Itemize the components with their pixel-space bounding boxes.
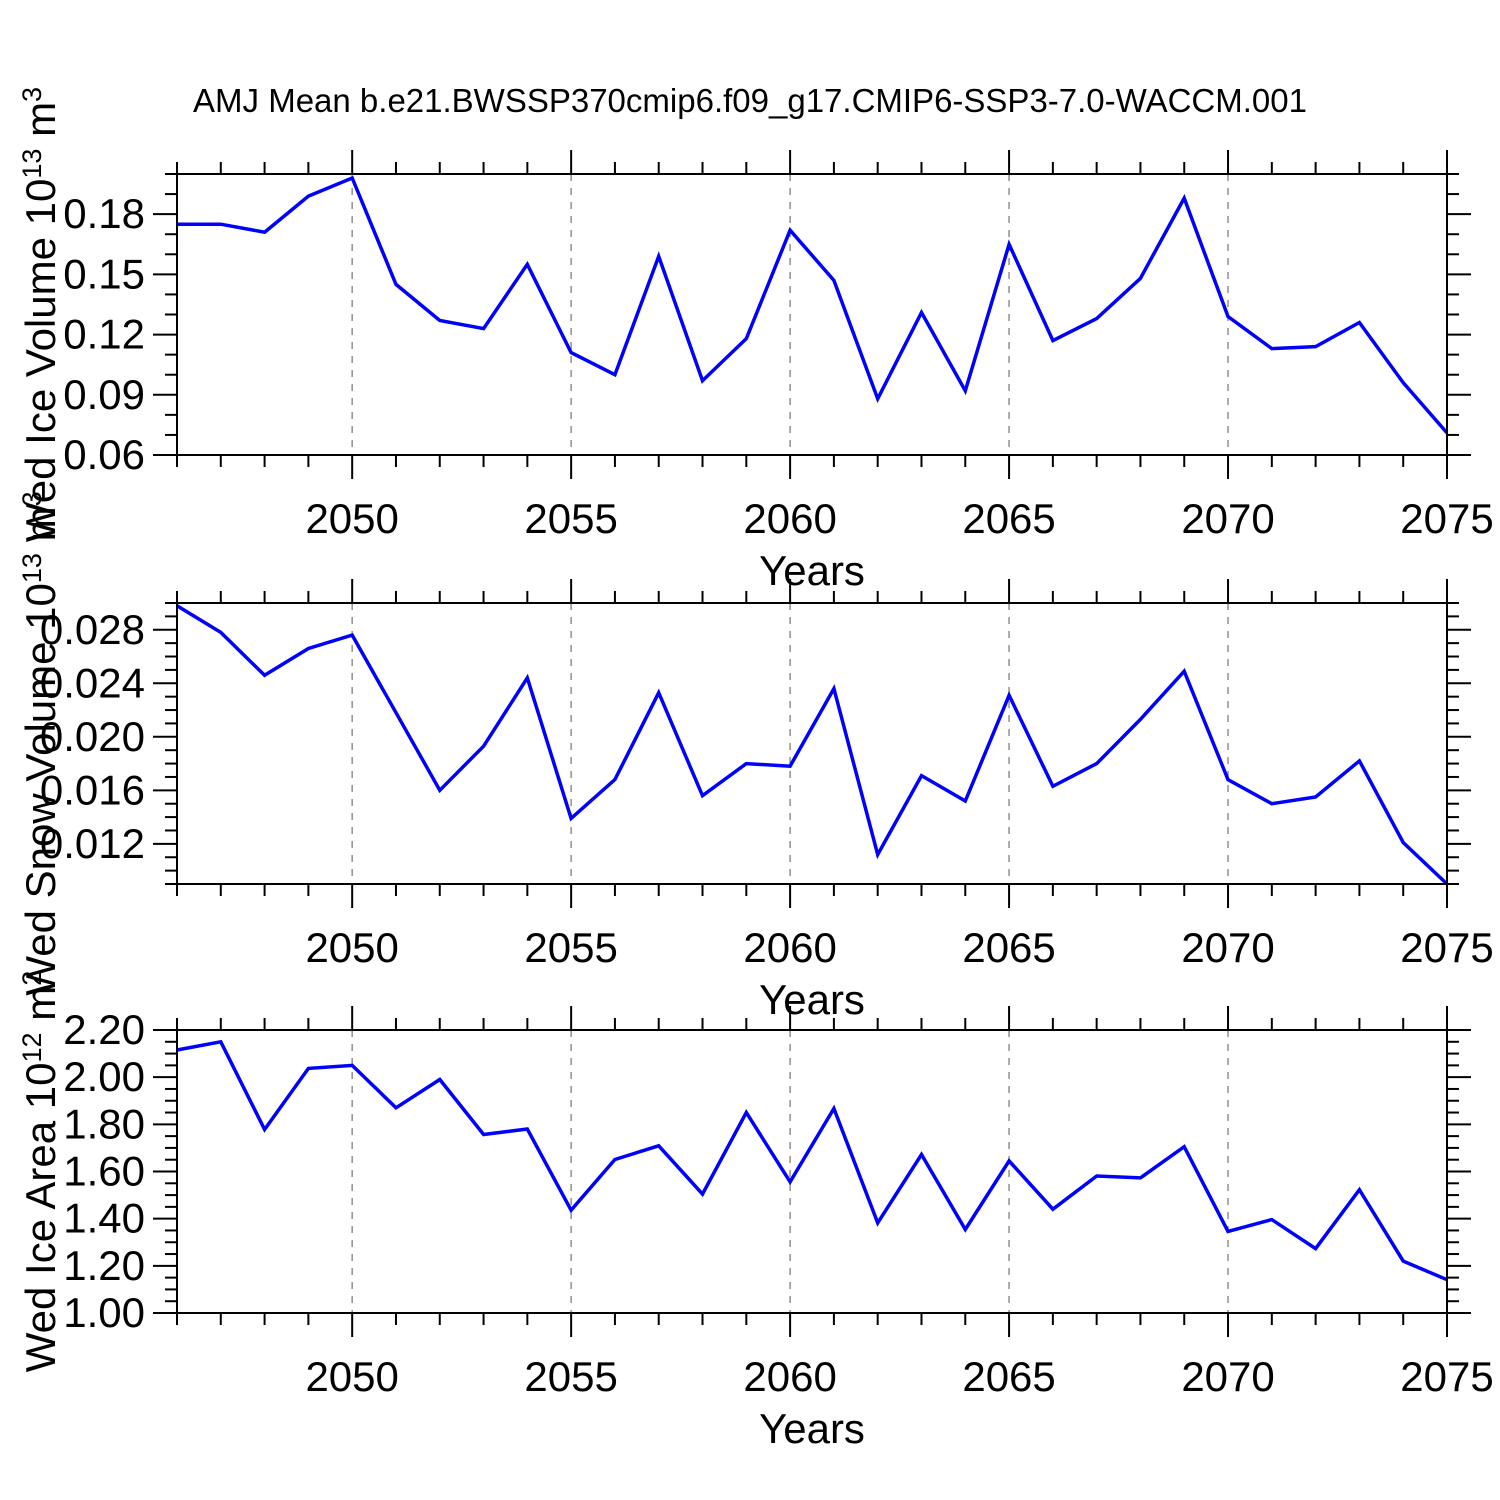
x-tick-label: 2055 <box>524 495 617 542</box>
x-tick-label: 2065 <box>962 1353 1055 1400</box>
y-tick-label: 1.40 <box>63 1195 145 1242</box>
y-tick-label: 1.00 <box>63 1289 145 1336</box>
axis-title-y-ice-area: Wed Ice Area 1012 m2 <box>17 971 64 1372</box>
axis-title-y-snow-volume: Wed Snow Volume 1013 m3 <box>17 491 64 995</box>
data-line-ice-volume <box>177 175 1449 435</box>
ticks <box>153 150 1471 479</box>
y-tick-label: 0.06 <box>63 431 145 478</box>
panel-ice-volume: 2050 2055 2060 2065 2070 2075 0.06 0.09 0.12 0.15… <box>17 87 1494 594</box>
x-tick-label: 2075 <box>1400 924 1493 971</box>
x-tick-label: 2070 <box>1181 495 1274 542</box>
y-tick-label: 1.60 <box>63 1148 145 1195</box>
data-line-ice-area <box>176 1039 1448 1282</box>
axes-frame <box>176 1029 1448 1314</box>
y-tick-label: 0.15 <box>63 250 145 297</box>
axis-title-x-ice-area: Years <box>759 1405 865 1452</box>
axis-title-y-ice-volume: Wed Ice Volume 1013 m3 <box>17 87 64 542</box>
data-line-snow-volume <box>176 604 1449 886</box>
x-tick-label: 2060 <box>743 495 836 542</box>
x-tick-label: 2050 <box>305 495 398 542</box>
ticks <box>153 579 1471 908</box>
x-tick-label: 2055 <box>524 924 617 971</box>
x-tick-label: 2055 <box>524 1353 617 1400</box>
y-tick-label: 1.80 <box>63 1100 145 1147</box>
x-tick-label: 2060 <box>743 1353 836 1400</box>
x-tick-label: 2065 <box>962 495 1055 542</box>
y-tick-label: 0.18 <box>63 190 145 237</box>
y-tick-label: 0.016 <box>40 766 145 813</box>
x-tick-label: 2070 <box>1181 1353 1274 1400</box>
panel-snow-volume: 2050 2055 2060 2065 2070 2075 0.012 0.016 0.020 0… <box>17 491 1494 1023</box>
x-tick-label: 2050 <box>305 1353 398 1400</box>
x-tick-label: 2060 <box>743 924 836 971</box>
x-tick-label: 2070 <box>1181 924 1274 971</box>
axis-title-x-ice-volume: Years <box>759 547 865 594</box>
y-tick-label: 0.028 <box>40 606 145 653</box>
axes-frame <box>176 602 1448 885</box>
ticks <box>153 1006 1471 1337</box>
y-tick-label: 0.020 <box>40 713 145 760</box>
x-tick-label: 2075 <box>1400 1353 1493 1400</box>
axis-title-x-snow-volume: Years <box>759 976 865 1023</box>
y-tick-label: 0.012 <box>40 820 145 867</box>
y-tick-label: 0.12 <box>63 311 145 358</box>
y-tick-label: 2.00 <box>63 1053 145 1100</box>
panels-group: 2050 2055 2060 2065 2070 2075 0.06 0.09 0.12 0.15… <box>17 87 1494 1452</box>
chart-title: AMJ Mean b.e21.BWSSP370cmip6.f09_g17.CMI… <box>193 82 1307 119</box>
x-tick-label: 2075 <box>1400 495 1493 542</box>
y-tick-label: 2.20 <box>63 1006 145 1053</box>
x-tick-label: 2065 <box>962 924 1055 971</box>
y-tick-label: 0.09 <box>63 371 145 418</box>
panel-ice-area: 2050 2055 2060 2065 2070 2075 1.001.201.401.60… <box>17 971 1494 1452</box>
y-tick-label: 0.024 <box>40 659 145 706</box>
x-tick-label: 2050 <box>305 924 398 971</box>
y-tick-label: 1.20 <box>63 1242 145 1289</box>
